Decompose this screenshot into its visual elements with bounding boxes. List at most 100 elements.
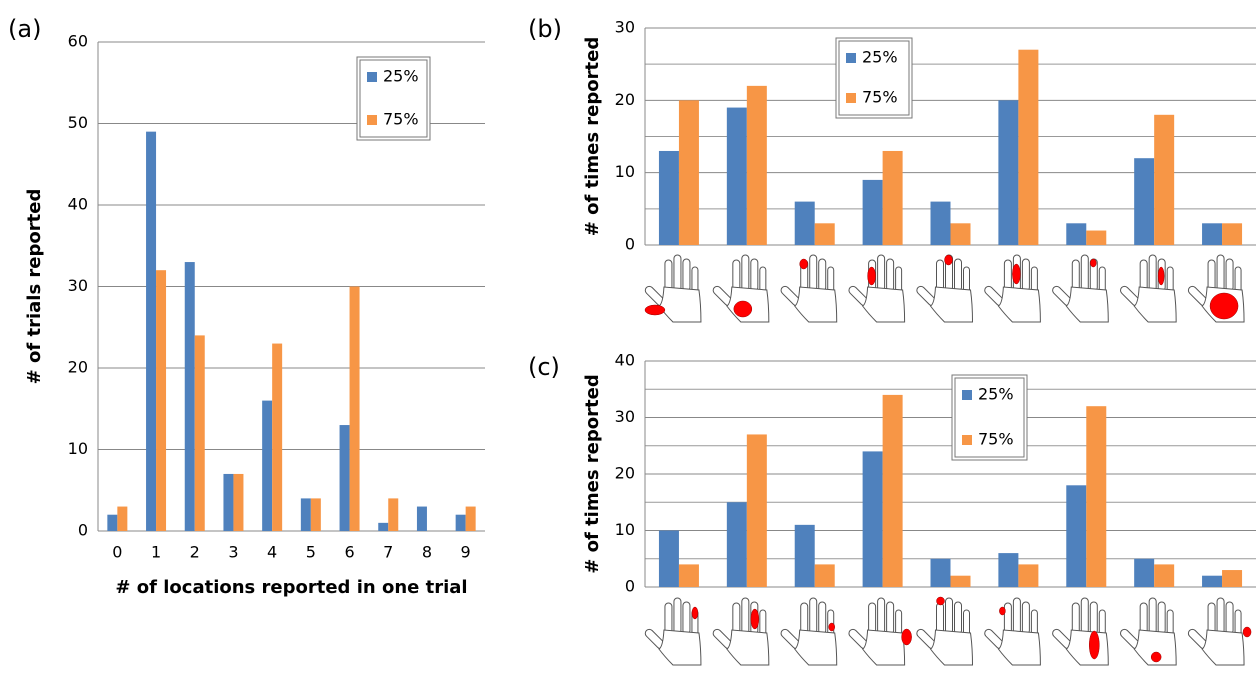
bar: [882, 394, 903, 587]
bar: [1086, 230, 1107, 245]
legend-swatch: [367, 115, 377, 125]
hand-icon: [1187, 597, 1252, 666]
bar: [998, 553, 1019, 587]
bar: [233, 473, 244, 531]
hand-palm: [1133, 629, 1177, 666]
hand-region: [799, 258, 808, 270]
hand-finger: [809, 254, 818, 292]
y-tick-label: 10: [615, 520, 635, 539]
bar: [339, 425, 350, 531]
hand-icon: [1120, 254, 1177, 323]
hand-region: [867, 266, 876, 286]
bar: [1066, 485, 1087, 587]
hand-region: [733, 300, 753, 318]
bar: [378, 522, 389, 531]
hand-finger: [1012, 597, 1021, 635]
hand-finger: [1216, 254, 1225, 292]
bar: [678, 100, 699, 245]
hand-region: [1209, 292, 1239, 320]
bar: [146, 131, 157, 531]
hand-palm: [793, 629, 838, 666]
hand-finger: [682, 601, 691, 635]
bar: [1086, 406, 1107, 587]
hand-finger: [1157, 601, 1166, 635]
legend-box: [951, 374, 1028, 461]
bar: [349, 286, 360, 531]
hand-region: [1242, 626, 1252, 638]
bar: [794, 524, 815, 587]
bar: [794, 201, 815, 245]
legend-swatch: [962, 390, 972, 400]
hand-finger: [741, 254, 750, 292]
legend-swatch: [846, 93, 856, 103]
hand-icon: [916, 254, 974, 323]
y-tick-label: 10: [68, 439, 88, 458]
bar: [1134, 158, 1155, 245]
hand-finger: [954, 601, 962, 635]
bar: [814, 223, 835, 245]
bar: [156, 270, 167, 531]
y-tick-label: 30: [615, 18, 635, 37]
hand-palm: [658, 629, 702, 666]
bar: [300, 498, 311, 531]
hand-finger: [741, 597, 750, 635]
bar: [262, 400, 273, 531]
hand-region: [936, 596, 945, 606]
y-tick-label: 20: [68, 358, 88, 377]
legend-label: 75%: [383, 110, 419, 129]
y-tick-label: 20: [615, 464, 635, 483]
bar: [388, 498, 399, 531]
hand-palm: [997, 286, 1041, 323]
bar: [1066, 223, 1087, 245]
y-tick-label: 30: [68, 276, 88, 295]
x-tick-label: 6: [344, 543, 354, 562]
bar: [465, 506, 476, 531]
hand-icon: [1052, 597, 1109, 666]
legend-swatch: [846, 53, 856, 63]
hand-region: [1150, 651, 1162, 663]
legend-swatch: [367, 72, 377, 82]
legend-swatch: [962, 435, 972, 445]
x-tick-label: 7: [383, 543, 393, 562]
hand-region: [1157, 266, 1165, 286]
hand-icon: [848, 597, 912, 666]
legend-box-inner: [838, 40, 910, 116]
bar: [1154, 114, 1175, 245]
hand-icon: [984, 254, 1041, 323]
bar: [678, 564, 699, 587]
hand-palm: [861, 629, 906, 666]
bar: [1134, 558, 1155, 587]
hand-icon: [1120, 597, 1177, 666]
hand-icon: [1187, 254, 1245, 323]
hand-region: [828, 622, 835, 632]
hand-finger: [1021, 258, 1030, 292]
hand-palm: [861, 286, 906, 323]
bar: [950, 575, 971, 587]
y-tick-label: 60: [68, 32, 88, 51]
hand-region: [1012, 263, 1021, 285]
y-tick-label: 0: [625, 235, 635, 254]
bar: [658, 150, 679, 245]
bar: [930, 558, 951, 587]
y-tick-label: 40: [615, 351, 635, 370]
hand-finger: [682, 258, 691, 292]
y-axis-title: # of trials reported: [24, 189, 45, 385]
hand-finger: [1089, 601, 1098, 635]
hand-icon: [644, 254, 702, 323]
y-tick-label: 0: [625, 577, 635, 596]
hand-icon: [916, 596, 974, 666]
hand-region: [1090, 258, 1097, 268]
legend-label: 75%: [862, 88, 898, 107]
bar: [117, 506, 128, 531]
hand-finger: [1225, 258, 1234, 292]
hand-finger: [954, 258, 962, 292]
panel-label: (b): [528, 15, 562, 43]
hand-region: [1089, 630, 1100, 660]
x-axis-title: # of locations reported in one trial: [115, 577, 467, 598]
hand-region: [944, 254, 953, 266]
x-tick-label: 1: [151, 543, 161, 562]
panel-label: (a): [8, 15, 41, 43]
bar: [1222, 223, 1243, 245]
y-tick-label: 30: [615, 407, 635, 426]
